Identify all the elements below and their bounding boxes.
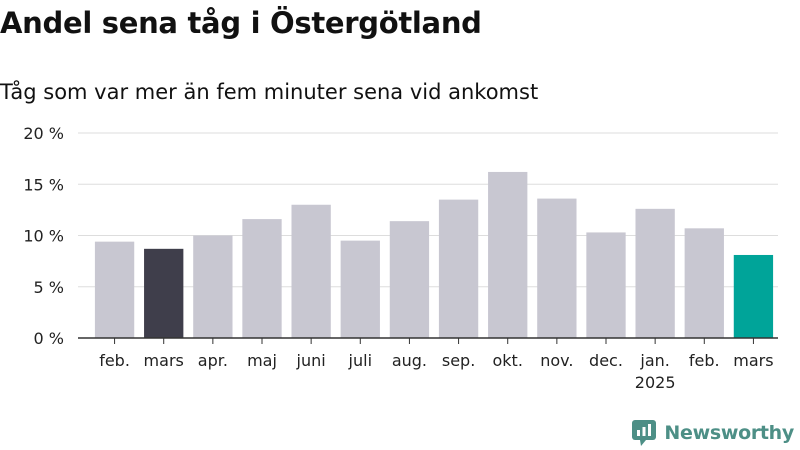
bar — [340, 240, 380, 338]
bar — [438, 199, 479, 338]
newsworthy-logo-icon — [632, 420, 657, 446]
x-tick-label: apr. — [198, 351, 228, 370]
x-tick-label: sep. — [442, 351, 475, 370]
bar — [684, 228, 724, 338]
bar — [291, 204, 331, 338]
brand-name: Newsworthy — [664, 422, 794, 444]
x-year-label: 2025 — [635, 373, 676, 392]
x-tick-label: mars — [733, 351, 773, 370]
bar — [389, 221, 430, 338]
y-tick-label: 15 % — [23, 175, 64, 194]
x-tick-label: mars — [144, 351, 184, 370]
y-tick-label: 0 % — [34, 329, 64, 348]
y-tick-label: 20 % — [23, 124, 64, 143]
bar — [94, 241, 135, 338]
chart-subtitle: Tåg som var mer än fem minuter sena vid … — [0, 80, 539, 104]
x-axis: feb. mars apr. maj juni juli aug. sep. okt. nov. d… — [78, 337, 778, 392]
y-axis: 0 % 5 % 10 % 15 % 20 % — [23, 124, 64, 348]
x-tick-label: feb. — [99, 351, 130, 370]
chart-title: Andel sena tåg i Östergötland — [0, 6, 482, 40]
x-tick-label: okt. — [493, 351, 523, 370]
x-tick-label: dec. — [589, 351, 623, 370]
bars — [94, 171, 774, 338]
bar — [537, 198, 577, 338]
bar — [733, 254, 774, 338]
bar — [635, 208, 675, 338]
y-tick-label: 5 % — [34, 278, 64, 297]
x-tick-label: maj — [247, 351, 277, 370]
newsworthy-logo: Newsworthy — [632, 420, 794, 446]
x-tick-label: juli — [348, 351, 372, 370]
bar — [193, 235, 233, 338]
bar — [144, 248, 184, 338]
bar — [488, 171, 528, 338]
bar — [586, 232, 626, 338]
x-tick-label: feb. — [689, 351, 720, 370]
y-tick-label: 10 % — [23, 227, 64, 246]
x-tick-label: juni — [296, 351, 326, 370]
bar — [242, 219, 282, 338]
x-tick-label: nov. — [540, 351, 573, 370]
x-tick-label: jan. — [639, 351, 669, 370]
x-tick-label: aug. — [392, 351, 427, 370]
